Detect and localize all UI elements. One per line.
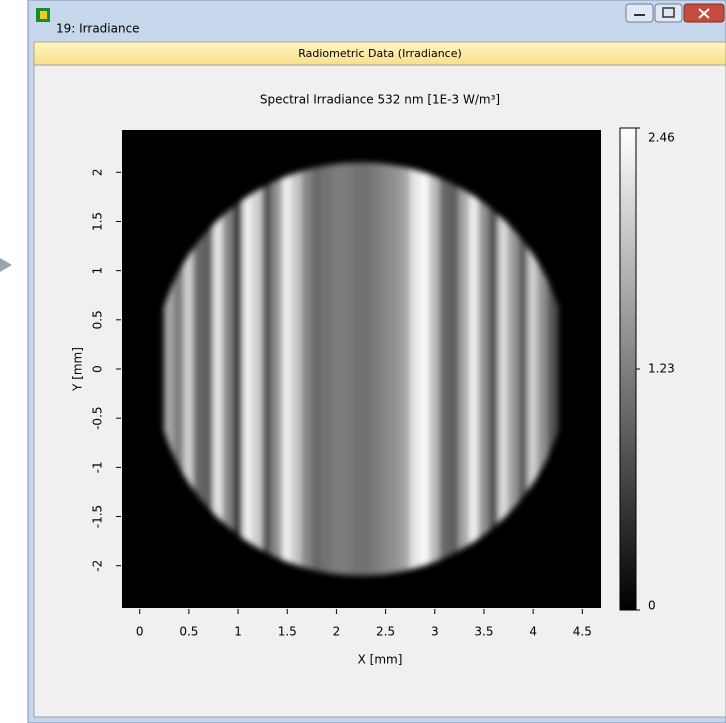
x-tick-label: 4.5 (573, 625, 592, 639)
y-tick-label: 2 (91, 168, 105, 176)
heatmap-cell (311, 130, 322, 608)
x-axis-label: X [mm] (358, 653, 403, 667)
heatmap-cell (272, 130, 283, 608)
y-tick-label: -1 (91, 461, 105, 473)
heatmap-cell (282, 130, 293, 608)
maximize-button[interactable] (655, 4, 682, 22)
x-tick-label: 1 (234, 625, 242, 639)
x-tick-label: 3 (431, 625, 439, 639)
heatmap-cell (370, 130, 381, 608)
heatmap-cell (242, 130, 253, 608)
y-tick-label: -1.5 (91, 505, 105, 528)
background-arrow (0, 258, 12, 272)
heatmap-cell (459, 130, 470, 608)
x-tick-label: 1.5 (278, 625, 297, 639)
heatmap-cell (292, 130, 303, 608)
screen: 19: Irradiance Radiometric Data (Irradia… (0, 0, 726, 723)
heatmap-cell (262, 130, 273, 608)
x-tick-label: 4 (529, 625, 537, 639)
window-icon-inner (40, 11, 47, 19)
x-tick-label: 0.5 (179, 625, 198, 639)
heatmap-cell (252, 130, 263, 608)
heatmap-cell (321, 130, 332, 608)
x-tick-label: 2 (333, 625, 341, 639)
window-title: 19: Irradiance (56, 22, 140, 36)
heatmap-cell (469, 130, 480, 608)
x-tick-label: 0 (136, 625, 144, 639)
heatmap-cell (420, 130, 431, 608)
x-tick-label: 3.5 (474, 625, 493, 639)
y-tick-label: 1.5 (91, 212, 105, 231)
y-tick-label: -0.5 (91, 406, 105, 429)
heatmap-cell (449, 130, 460, 608)
heatmap-cell (410, 130, 421, 608)
y-tick-label: 0.5 (91, 310, 105, 329)
y-axis-label: Y [mm] (71, 347, 85, 392)
heatmap-cell (301, 130, 312, 608)
heatmap-cell (351, 130, 362, 608)
y-tick-label: 0 (91, 365, 105, 373)
heatmap-cell (361, 130, 372, 608)
heatmap-cell (331, 130, 342, 608)
minimize-button[interactable] (626, 4, 653, 22)
colorbar-tick-label: 1.23 (648, 362, 675, 376)
heatmap-cell (439, 130, 450, 608)
colorbar-tick-label: 0 (648, 599, 656, 613)
banner-text: Radiometric Data (Irradiance) (298, 47, 462, 60)
x-tick-label: 2.5 (376, 625, 395, 639)
heatmap-cell (390, 130, 401, 608)
colorbar (620, 128, 636, 610)
heatmap-cell (380, 130, 391, 608)
y-tick-label: 1 (91, 267, 105, 275)
chart-title: Spectral Irradiance 532 nm [1E-3 W/m³] (260, 93, 500, 107)
colorbar-tick-label: 2.46 (648, 131, 675, 145)
heatmap-cell (341, 130, 352, 608)
heatmap-cell (400, 130, 411, 608)
y-tick-label: -2 (91, 560, 105, 572)
heatmap-cell (429, 130, 440, 608)
